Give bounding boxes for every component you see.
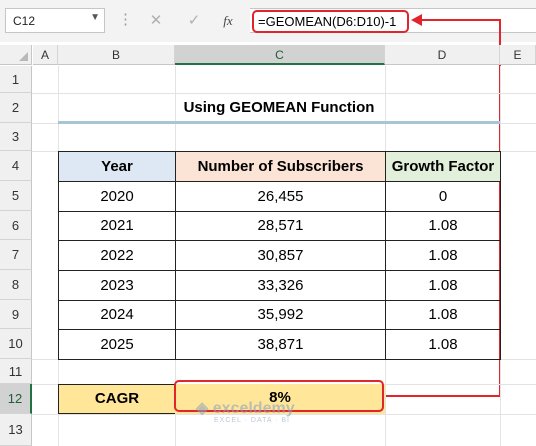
header-growth-factor[interactable]: Growth Factor (385, 151, 501, 182)
toolbar-grip-icon: ⋮ (118, 11, 133, 28)
row-header-3[interactable]: 3 (0, 123, 32, 151)
row-header-10[interactable]: 10 (0, 329, 32, 359)
cell-subscribers[interactable]: 35,992 (175, 300, 386, 330)
row-header-2[interactable]: 2 (0, 93, 32, 123)
row-header-7[interactable]: 7 (0, 240, 32, 270)
cell-subscribers[interactable]: 28,571 (175, 211, 386, 241)
formula-input[interactable]: =GEOMEAN(D6:D10)-1 (252, 10, 409, 33)
row-header-8[interactable]: 8 (0, 270, 32, 300)
column-header-e[interactable]: E (500, 45, 536, 65)
cell-year[interactable]: 2021 (58, 211, 176, 241)
selected-cell-highlight (174, 380, 384, 412)
cell-growth[interactable]: 1.08 (385, 329, 501, 360)
cell-growth[interactable]: 1.08 (385, 211, 501, 241)
cagr-label[interactable]: CAGR (58, 384, 176, 414)
row-header-11[interactable]: 11 (0, 359, 32, 384)
row-header-13[interactable]: 13 (0, 414, 32, 446)
title-underline (58, 121, 500, 124)
gridline (32, 414, 536, 415)
cell-year[interactable]: 2025 (58, 329, 176, 360)
watermark-name: exceldemy (212, 400, 295, 417)
header-subscribers[interactable]: Number of Subscribers (175, 151, 386, 182)
column-header-d[interactable]: D (385, 45, 500, 65)
cagr-value[interactable]: 8% (175, 384, 385, 414)
cell-growth[interactable]: 0 (385, 181, 501, 212)
cell-growth[interactable]: 1.08 (385, 240, 501, 271)
gridline (32, 93, 536, 94)
row-header-1[interactable]: 1 (0, 66, 32, 93)
cell-subscribers[interactable]: 26,455 (175, 181, 386, 212)
cell-growth[interactable]: 1.08 (385, 270, 501, 301)
sheet-title[interactable]: Using GEOMEAN Function (183, 99, 375, 116)
column-header-a[interactable]: A (33, 45, 58, 65)
row-header-5[interactable]: 5 (0, 181, 32, 211)
watermark-logo: ◈ exceldemy (196, 398, 295, 418)
insert-function-button[interactable]: fx (223, 13, 233, 28)
column-header-c[interactable]: C (175, 45, 385, 65)
row-header-9[interactable]: 9 (0, 300, 32, 329)
name-box[interactable]: C12 ▼ (5, 8, 105, 33)
column-header-b[interactable]: B (58, 45, 175, 65)
cell-growth[interactable]: 1.08 (385, 300, 501, 330)
cell-subscribers[interactable]: 38,871 (175, 329, 386, 360)
header-year[interactable]: Year (58, 151, 176, 182)
row-header-12[interactable]: 12 (0, 384, 32, 414)
logo-icon: ◈ (196, 400, 209, 417)
cell-year[interactable]: 2024 (58, 300, 176, 330)
cell-year[interactable]: 2023 (58, 270, 176, 301)
row-header-4[interactable]: 4 (0, 151, 32, 181)
cell-year[interactable]: 2020 (58, 181, 176, 212)
row-header-6[interactable]: 6 (0, 211, 32, 240)
chevron-down-icon[interactable]: ▼ (90, 12, 100, 23)
cell-year[interactable]: 2022 (58, 240, 176, 271)
enter-icon[interactable]: ✓ (187, 12, 201, 29)
watermark-tagline: EXCEL · DATA · BI (214, 417, 290, 424)
cell-subscribers[interactable]: 33,326 (175, 270, 386, 301)
name-box-value: C12 (13, 14, 36, 28)
cell-subscribers[interactable]: 30,857 (175, 240, 386, 271)
select-all-corner[interactable] (0, 45, 32, 65)
cancel-icon[interactable]: ✕ (149, 12, 163, 29)
